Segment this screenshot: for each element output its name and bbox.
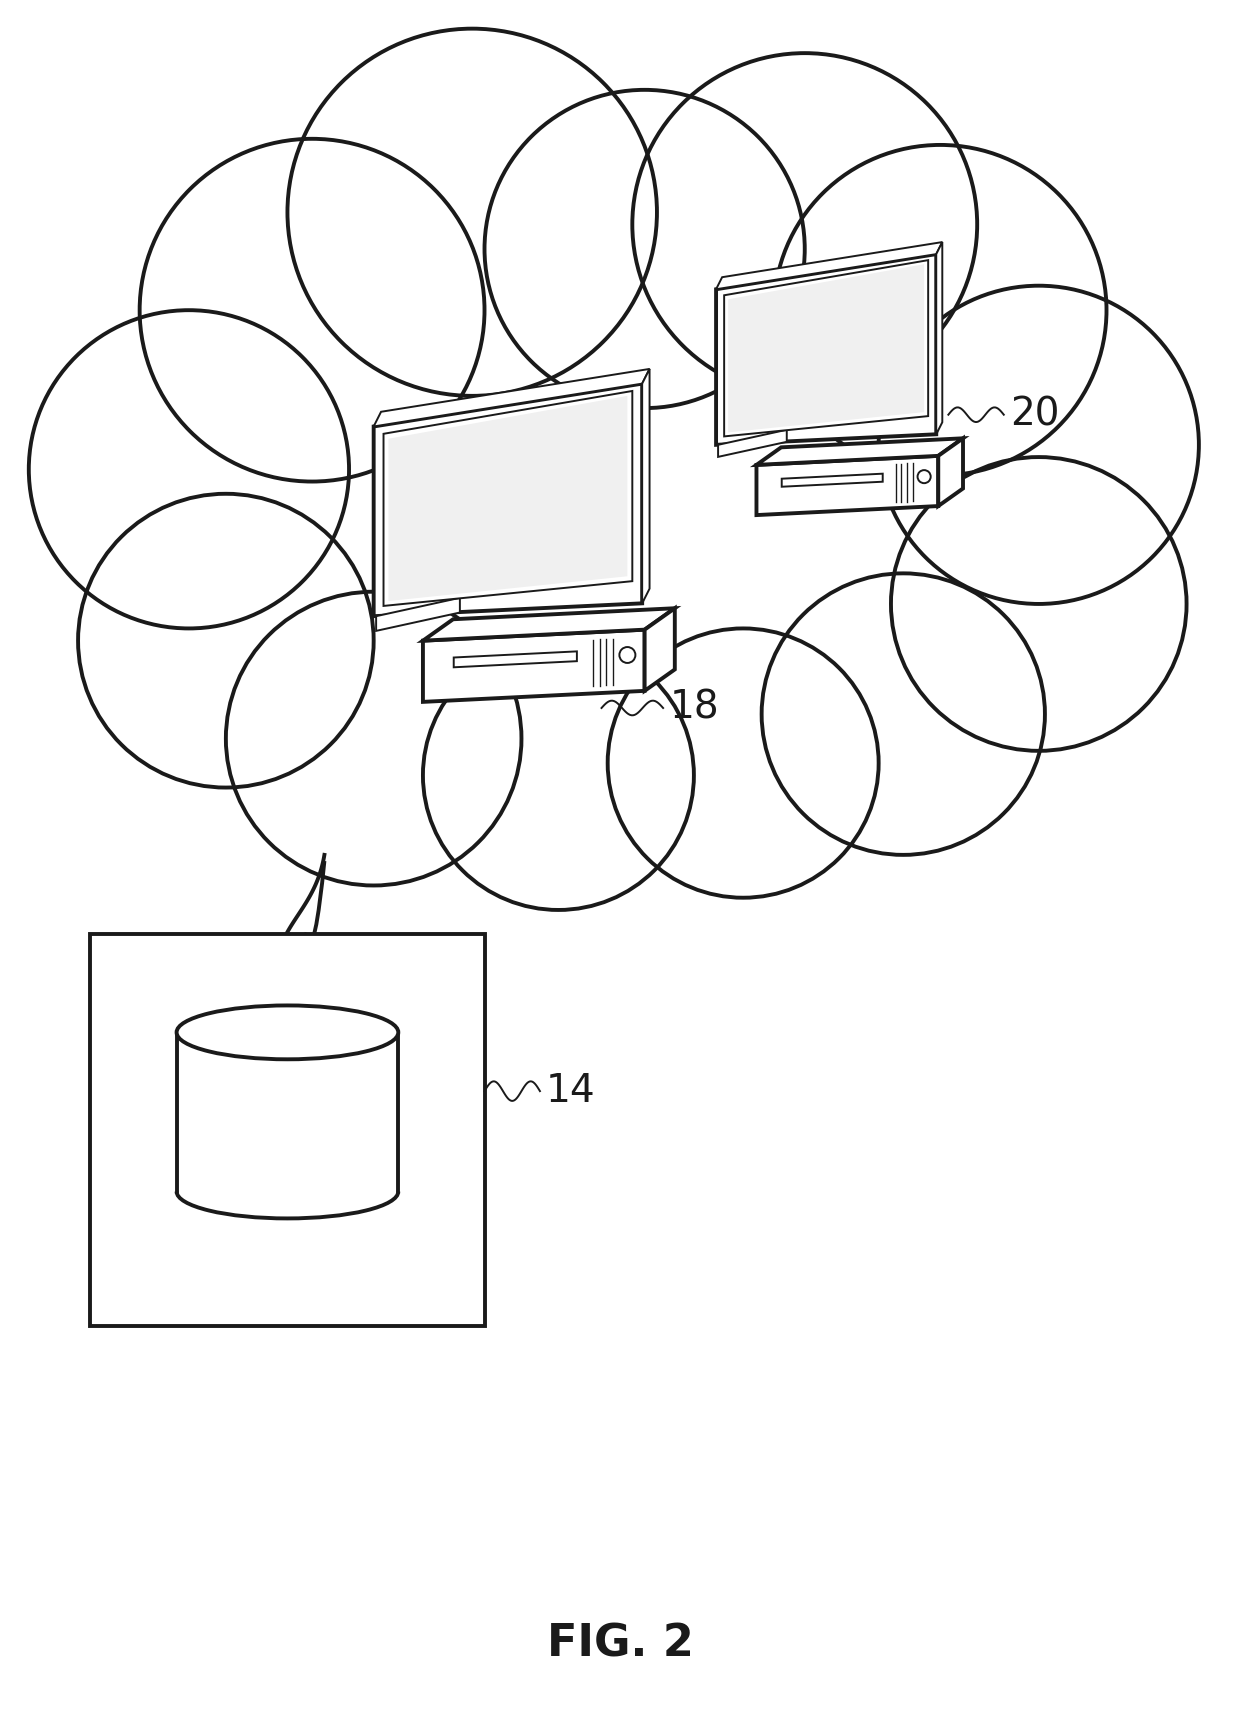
Polygon shape [454, 651, 577, 668]
Polygon shape [376, 598, 460, 630]
Circle shape [892, 456, 1187, 751]
Polygon shape [756, 439, 963, 465]
Polygon shape [781, 474, 883, 487]
Polygon shape [715, 243, 942, 289]
Polygon shape [388, 396, 627, 601]
Circle shape [226, 592, 522, 885]
Polygon shape [936, 243, 942, 434]
Polygon shape [423, 630, 645, 703]
Circle shape [78, 494, 373, 787]
Text: 14: 14 [546, 1073, 595, 1111]
Circle shape [140, 139, 485, 482]
Circle shape [918, 470, 931, 484]
Polygon shape [728, 263, 924, 432]
Circle shape [485, 90, 805, 408]
Ellipse shape [176, 1006, 398, 1059]
Polygon shape [645, 608, 675, 691]
Polygon shape [423, 608, 675, 641]
Circle shape [632, 53, 977, 396]
Circle shape [761, 573, 1045, 854]
Polygon shape [373, 369, 650, 427]
Polygon shape [373, 384, 642, 616]
Polygon shape [715, 255, 936, 444]
Polygon shape [642, 369, 650, 603]
Bar [91, 935, 485, 1326]
Polygon shape [383, 391, 632, 606]
Circle shape [288, 29, 657, 396]
Text: 20: 20 [1009, 396, 1059, 434]
Circle shape [774, 145, 1106, 475]
Circle shape [29, 310, 348, 629]
Polygon shape [724, 260, 929, 436]
Text: 18: 18 [670, 689, 719, 727]
Circle shape [879, 286, 1199, 604]
Circle shape [423, 641, 694, 909]
Polygon shape [756, 456, 939, 515]
Polygon shape [718, 430, 786, 456]
Circle shape [620, 647, 635, 663]
Circle shape [608, 629, 879, 897]
Text: FIG. 2: FIG. 2 [547, 1622, 693, 1665]
Polygon shape [939, 439, 963, 506]
